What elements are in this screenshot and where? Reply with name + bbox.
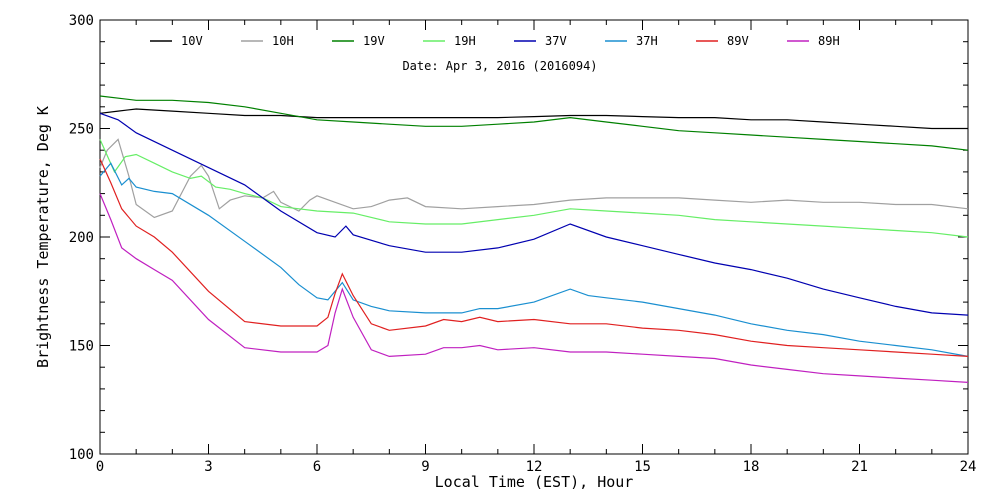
legend-label-37v: 37V [545, 34, 567, 48]
series-lines [99, 95, 969, 383]
series-line-10v [99, 108, 968, 130]
series-line-10h [99, 138, 969, 219]
y-tick-label: 100 [69, 447, 94, 463]
x-tick-label: 18 [743, 459, 760, 475]
series-line-89h [99, 193, 969, 383]
y-tick-label: 150 [69, 339, 94, 355]
legend-label-37h: 37H [636, 34, 658, 48]
legend-label-19h: 19H [454, 34, 476, 48]
x-tick-label: 15 [634, 459, 651, 475]
y-tick-label: 200 [69, 230, 94, 246]
legend: 10V 10H 19V 19H 37V 37H 89V 89H [150, 34, 840, 48]
x-tick-label: 0 [96, 459, 104, 475]
legend-label-10h: 10H [272, 34, 294, 48]
x-tick-label: 3 [204, 459, 212, 475]
chart-subtitle: Date: Apr 3, 2016 (2016094) [402, 59, 597, 73]
series-line-37v [99, 112, 969, 316]
x-axis-label: Local Time (EST), Hour [435, 473, 634, 491]
y-axis-label: Brightness Temperature, Deg K [34, 106, 52, 368]
x-tick-label: 21 [851, 459, 868, 475]
y-tick-label: 300 [69, 13, 94, 29]
legend-label-89v: 89V [727, 34, 749, 48]
x-tick-label: 9 [421, 459, 429, 475]
x-tick-label: 24 [960, 459, 977, 475]
plot-frame [99, 19, 969, 455]
y-tick-label: 250 [69, 122, 94, 138]
axis-ticks: 0 3 6 9 12 15 18 21 24 100 150 200 250 300 [69, 13, 977, 475]
series-line-19h [99, 139, 969, 238]
legend-label-89h: 89H [818, 34, 840, 48]
x-tick-label: 6 [313, 459, 321, 475]
series-line-19v [99, 95, 969, 151]
series-line-37h [99, 162, 969, 357]
legend-label-19v: 19V [363, 34, 385, 48]
legend-label-10v: 10V [181, 34, 203, 48]
series-line-89v [99, 158, 969, 357]
x-tick-label: 12 [526, 459, 543, 475]
